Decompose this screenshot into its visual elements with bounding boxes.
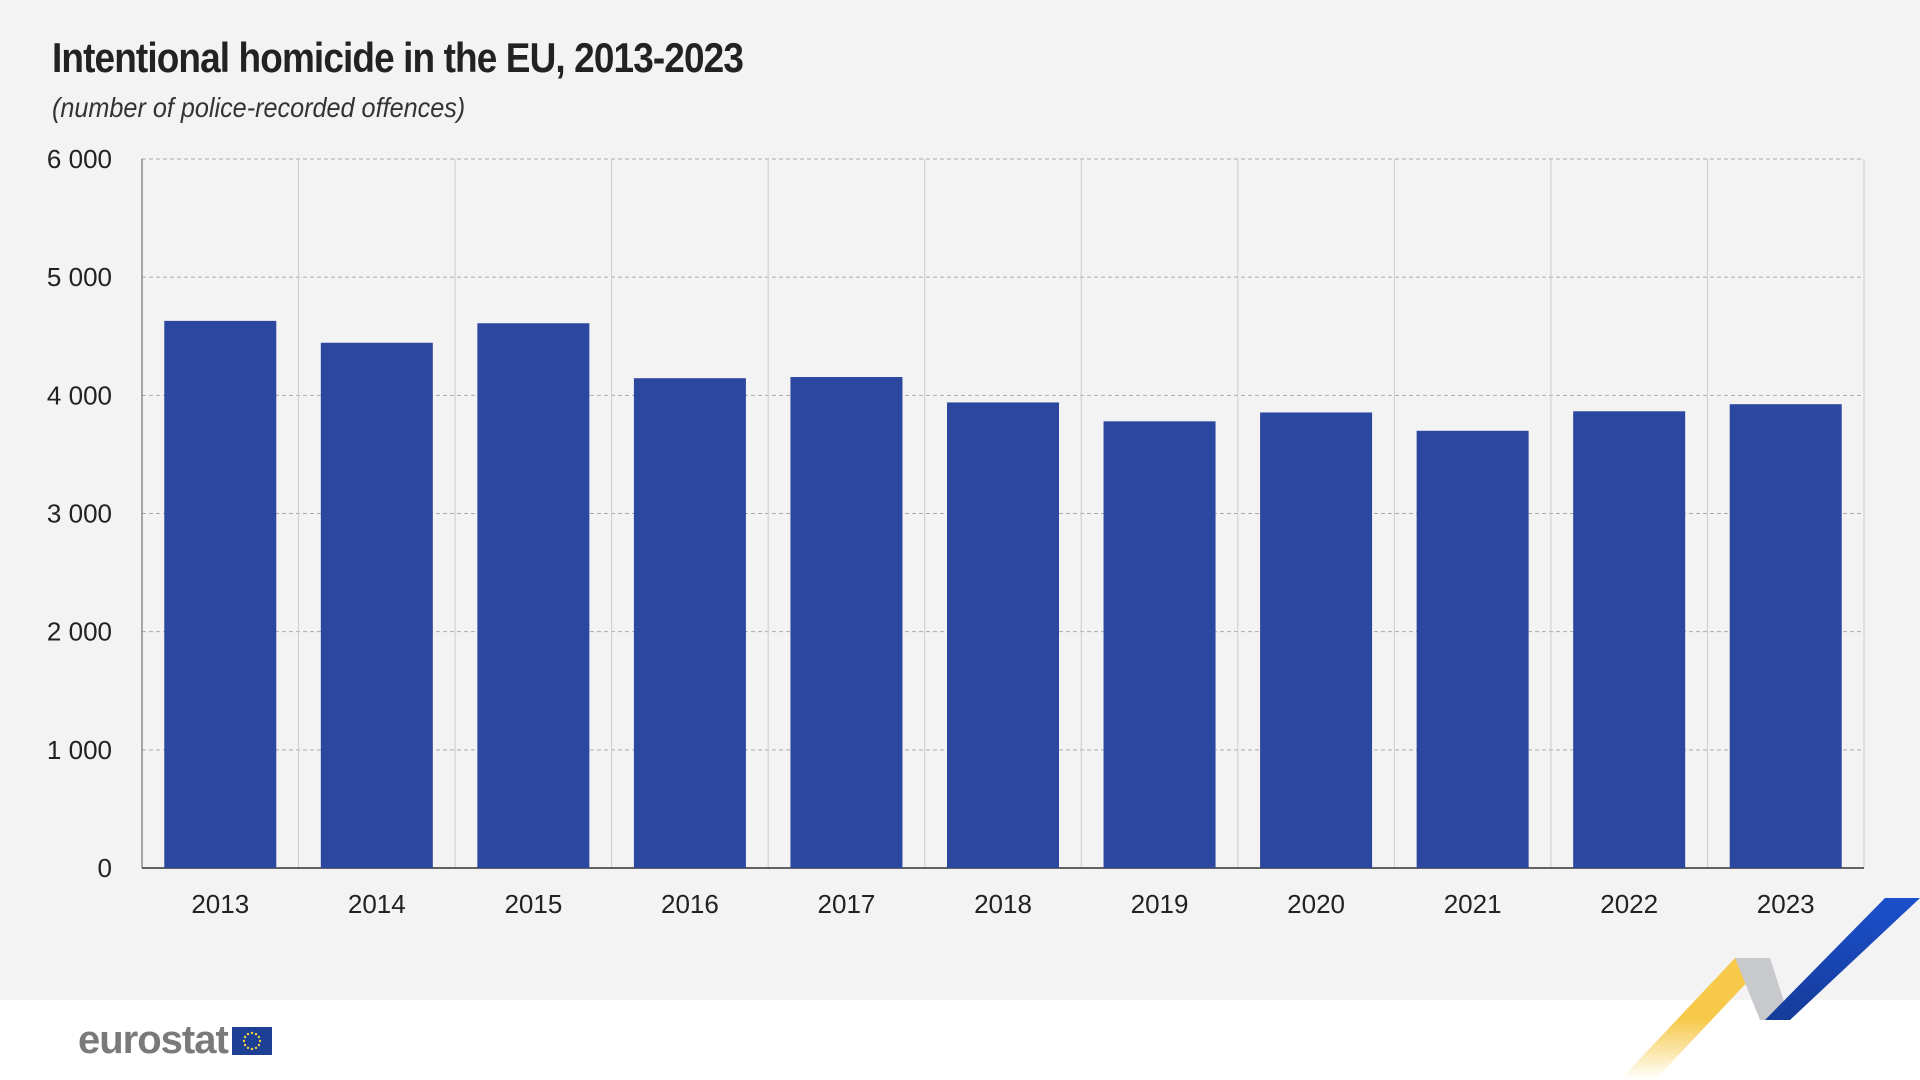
bar-2013 (164, 320, 277, 869)
x-tick-label: 2014 (348, 889, 406, 919)
flag-star (258, 1039, 262, 1042)
x-tick-label: 2015 (504, 889, 562, 919)
chart-title: Intentional homicide in the EU, 2013-202… (52, 34, 744, 81)
bar-2015 (477, 323, 590, 868)
y-tick-label: 2 000 (47, 617, 112, 647)
x-tick-label: 2018 (974, 889, 1032, 919)
flag-star (257, 1035, 260, 1038)
y-tick-label: 3 000 (47, 499, 112, 529)
bar-2019 (1103, 421, 1216, 868)
flag-star (243, 1043, 247, 1046)
flag-star (254, 1032, 258, 1035)
bar-2022 (1573, 411, 1686, 868)
chart-subtitle: (number of police-recorded offences) (52, 92, 466, 123)
y-tick-label: 4 000 (47, 380, 112, 410)
x-tick-label: 2020 (1287, 889, 1345, 919)
flag-star (242, 1039, 246, 1042)
logo-text: eurostat (78, 1018, 229, 1062)
x-tick-label: 2013 (191, 889, 249, 919)
y-tick-label: 6 000 (47, 144, 112, 174)
flag-star (250, 1031, 254, 1034)
bar-2023 (1729, 404, 1842, 868)
bar-2017 (790, 377, 903, 868)
x-tick-label: 2019 (1131, 889, 1189, 919)
x-tick-label: 2022 (1600, 889, 1658, 919)
bar-chart: 0 1 000 2 000 3 000 4 000 5 000 6 000 2013 2014 2… (47, 144, 1865, 919)
bar-2018 (947, 402, 1059, 868)
x-tick-label: 2017 (818, 889, 876, 919)
flag-star (246, 1046, 250, 1049)
bar-2020 (1260, 412, 1373, 868)
bar-2014 (320, 342, 433, 869)
y-tick-label: 5 000 (47, 262, 112, 292)
eu-flag-icon (231, 1026, 272, 1055)
y-tick-label: 0 (98, 853, 112, 883)
x-tick-label: 2016 (661, 889, 719, 919)
x-tick-label: 2021 (1444, 889, 1502, 919)
flag-star (254, 1046, 258, 1049)
flag-star (250, 1047, 254, 1050)
eurostat-logo: eurostat (78, 1018, 272, 1063)
y-tick-label: 1 000 (47, 735, 112, 765)
x-tick-label: 2023 (1757, 889, 1815, 919)
flag-star (243, 1035, 247, 1038)
decorative-ribbon-icon (1620, 898, 1920, 1080)
flag-star (257, 1043, 260, 1046)
bar-2016 (633, 378, 746, 868)
flag-star (246, 1032, 250, 1035)
bar-2021 (1416, 430, 1529, 868)
